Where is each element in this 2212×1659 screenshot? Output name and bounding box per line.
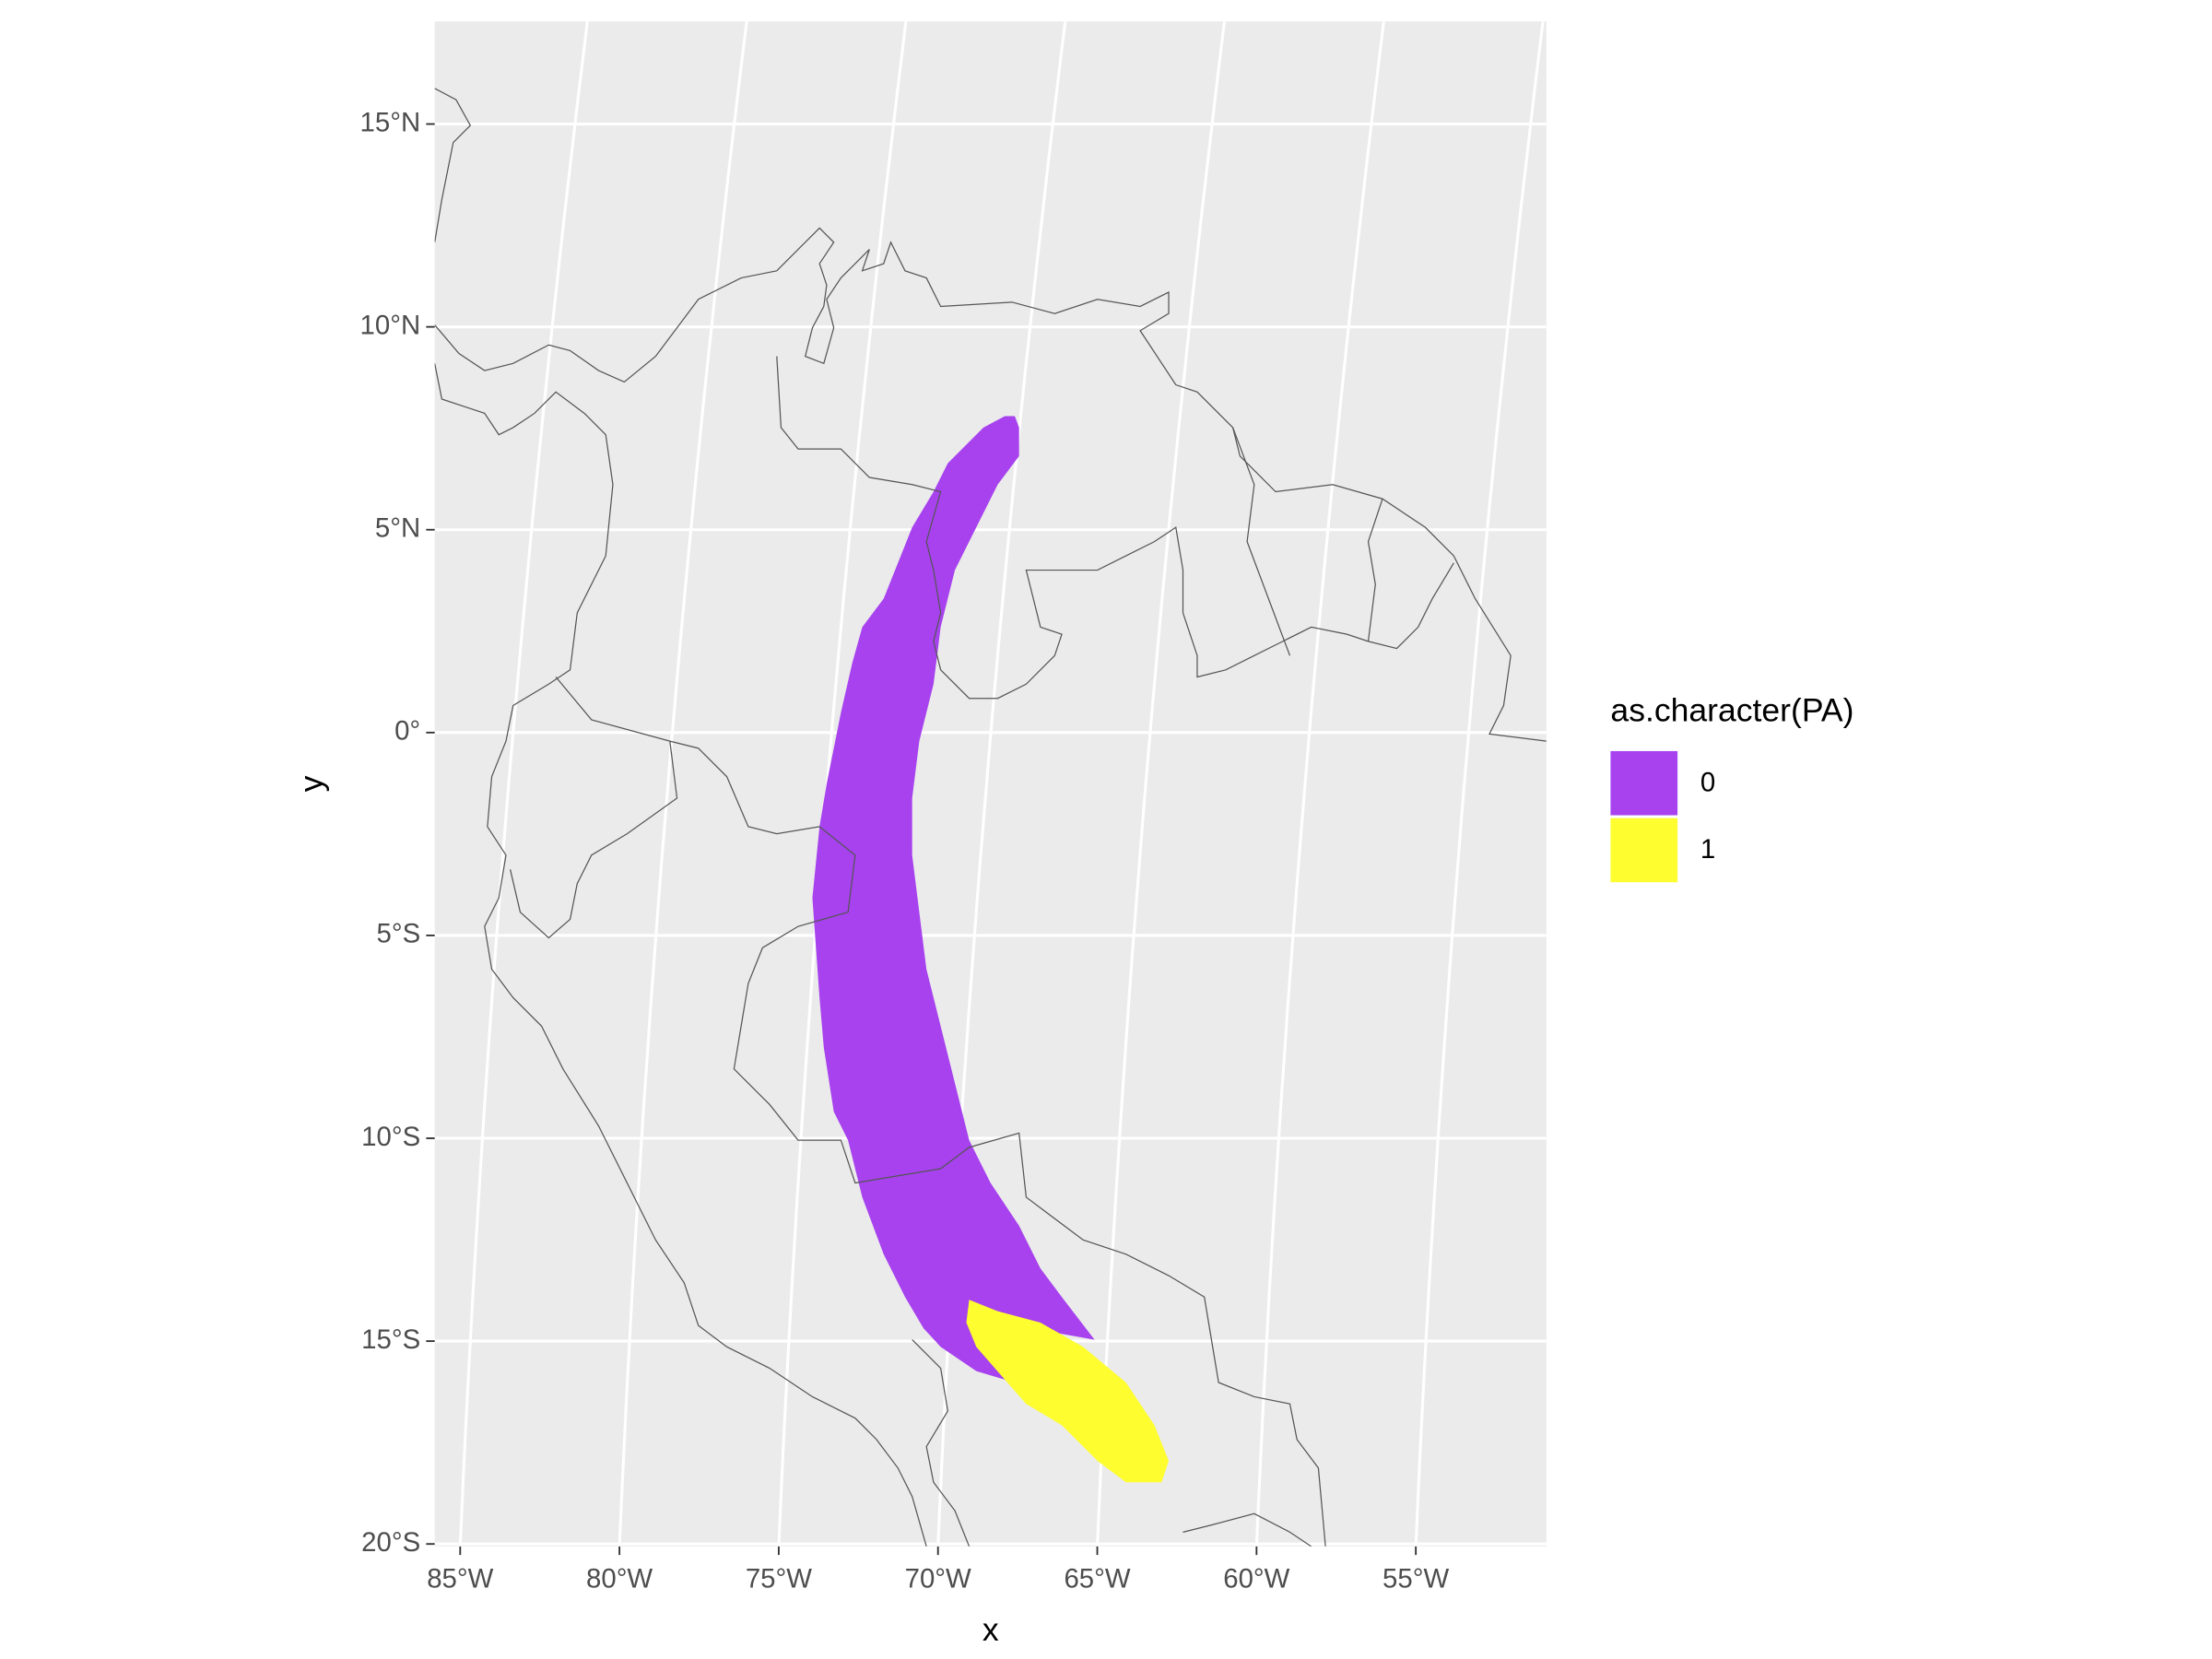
y-tick-label: 0° [394, 716, 420, 747]
border [1182, 1512, 1312, 1547]
x-tick-label: 85°W [427, 1564, 493, 1594]
border [776, 356, 942, 670]
x-axis-title: x [982, 1611, 999, 1648]
y-tick-label: 5°S [376, 919, 420, 949]
x-tick-label: 55°W [1382, 1564, 1449, 1594]
border [434, 227, 1547, 742]
y-tick-label: 10°S [361, 1122, 420, 1152]
border [940, 526, 1454, 700]
grid-line [1254, 21, 1385, 1547]
x-tick-label: 65°W [1064, 1564, 1130, 1594]
axes: 15°N 10°N 5°N 0° 5°S 10°S 15°S 20°S85°W 80°W 75°W… [360, 107, 1450, 1594]
legend-label: 0 [1700, 767, 1715, 797]
border [912, 1339, 971, 1547]
x-tick-label: 80°W [586, 1564, 653, 1594]
border [434, 88, 472, 242]
y-tick-label: 20°S [361, 1527, 420, 1558]
y-tick-label: 15°N [360, 107, 421, 137]
legend-key [1610, 750, 1678, 816]
border [510, 677, 678, 939]
y-axis-title: y [293, 775, 330, 792]
x-tick-label: 60°W [1223, 1564, 1289, 1594]
raster-layer [812, 416, 1170, 1483]
border [669, 740, 1326, 1547]
legend: 01 [1610, 750, 1715, 883]
grid-line [618, 21, 748, 1547]
presence-region [966, 1300, 1170, 1483]
presence-region [812, 416, 1095, 1380]
y-tick-label: 5°N [375, 513, 420, 544]
border [1232, 427, 1291, 656]
grid-line [458, 21, 589, 1547]
y-tick-label: 15°S [361, 1324, 420, 1355]
country-borders [434, 88, 1547, 1547]
border [434, 363, 927, 1547]
legend-key [1610, 818, 1678, 883]
x-tick-label: 70°W [905, 1564, 971, 1594]
x-tick-label: 75°W [746, 1564, 812, 1594]
legend-title: as.character(PA) [1610, 692, 1853, 729]
grid-line [1096, 21, 1227, 1547]
border [1367, 499, 1383, 641]
y-tick-label: 10°N [360, 310, 421, 340]
grid-line [1414, 21, 1545, 1547]
legend-label: 1 [1700, 834, 1715, 865]
